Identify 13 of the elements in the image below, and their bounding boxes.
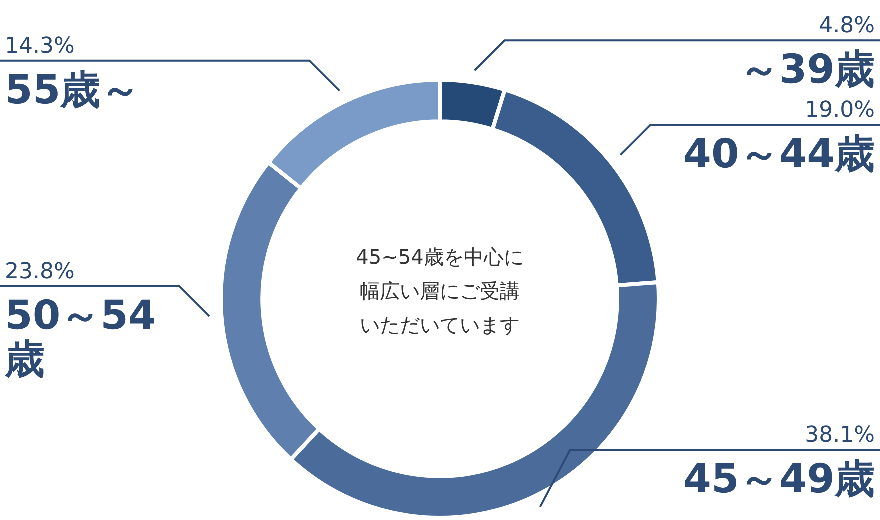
data-label: 23.8%: [5, 259, 75, 284]
text: 幅広い層にご受講: [359, 278, 521, 305]
text: いただいています: [359, 312, 521, 339]
slice-label: 45～49歳: [684, 456, 875, 502]
data-label: 19.0%: [805, 98, 875, 124]
slice-label: ～39歳: [739, 47, 875, 94]
data-label: 38.1%: [805, 423, 875, 448]
slice-label: 40～44歳: [684, 132, 875, 178]
data-label: 14.3%: [5, 34, 75, 59]
slice-label: 50～54歳: [4, 292, 156, 383]
slice-label: 55歳～: [5, 67, 141, 114]
data-label: 4.8%: [819, 14, 875, 39]
text: 45~54歳を中心に: [355, 244, 525, 271]
